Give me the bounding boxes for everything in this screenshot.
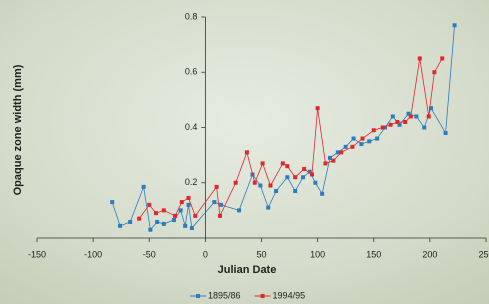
point: [258, 184, 262, 188]
point: [154, 211, 158, 215]
point: [261, 161, 265, 165]
x-tick-label: 200: [422, 249, 437, 259]
x-tick-label: -50: [143, 249, 156, 259]
point: [142, 185, 146, 189]
point: [147, 203, 151, 207]
point: [281, 161, 285, 165]
point: [344, 145, 348, 149]
point: [352, 137, 356, 141]
legend-label: 1895/86: [208, 290, 241, 300]
point: [118, 224, 122, 228]
point: [418, 56, 422, 60]
point: [293, 175, 297, 179]
point: [253, 181, 257, 185]
y-tick-label: 0.2: [185, 177, 198, 187]
point: [381, 126, 385, 130]
point: [162, 222, 166, 226]
point: [234, 181, 238, 185]
point: [245, 150, 249, 154]
point: [293, 189, 297, 193]
point: [310, 172, 314, 176]
point: [453, 23, 457, 27]
x-tick-label: 100: [310, 249, 325, 259]
point: [266, 206, 270, 210]
point: [367, 139, 371, 143]
point: [316, 106, 320, 110]
point: [162, 208, 166, 212]
legend-marker: [261, 294, 265, 298]
x-axis-title: Julian Date: [218, 264, 277, 276]
point: [427, 114, 431, 118]
x-tick-label: -150: [28, 249, 46, 259]
point: [148, 228, 152, 232]
point: [110, 200, 114, 204]
point: [172, 218, 176, 222]
legend-marker: [196, 294, 200, 298]
point: [187, 196, 191, 200]
y-axis-title: Opaque zone width (mm): [12, 64, 24, 195]
point: [285, 175, 289, 179]
y-tick-label: 0.8: [185, 11, 198, 21]
y-tick-label: 0.6: [185, 67, 198, 77]
point: [422, 126, 426, 130]
x-tick-label: 250: [478, 249, 489, 259]
point: [391, 114, 395, 118]
point: [219, 203, 223, 207]
point: [359, 142, 363, 146]
chart: Julian Date Opaque zone width (mm) -150 -…: [0, 0, 489, 304]
point: [395, 120, 399, 124]
point: [179, 208, 183, 212]
point: [403, 120, 407, 124]
y-tick-label: 0.4: [185, 122, 198, 132]
point: [215, 185, 219, 189]
point: [218, 214, 222, 218]
point: [375, 137, 379, 141]
point: [339, 150, 343, 154]
point: [285, 164, 289, 168]
point: [350, 145, 354, 149]
point: [193, 214, 197, 218]
point: [331, 159, 335, 163]
point: [137, 217, 141, 221]
x-tick-label: 150: [366, 249, 381, 259]
point: [187, 203, 191, 207]
point: [301, 175, 305, 179]
point: [302, 167, 306, 171]
point: [183, 224, 187, 228]
point: [372, 128, 376, 132]
point: [212, 200, 216, 204]
x-tick-label: 0: [203, 249, 208, 259]
point: [444, 131, 448, 135]
point: [128, 220, 132, 224]
point: [361, 137, 365, 141]
point: [440, 56, 444, 60]
point: [409, 114, 413, 118]
point: [180, 200, 184, 204]
x-tick-label: -100: [84, 249, 102, 259]
legend-label: 1994/95: [273, 290, 306, 300]
point: [237, 208, 241, 212]
point: [323, 161, 327, 165]
point: [432, 70, 436, 74]
point: [155, 220, 159, 224]
background: [0, 0, 489, 304]
point: [190, 226, 194, 230]
point: [268, 184, 272, 188]
point: [389, 123, 393, 127]
point: [320, 192, 324, 196]
point: [173, 214, 177, 218]
x-tick-label: 50: [256, 249, 266, 259]
point: [313, 181, 317, 185]
point: [414, 114, 418, 118]
point: [274, 189, 278, 193]
